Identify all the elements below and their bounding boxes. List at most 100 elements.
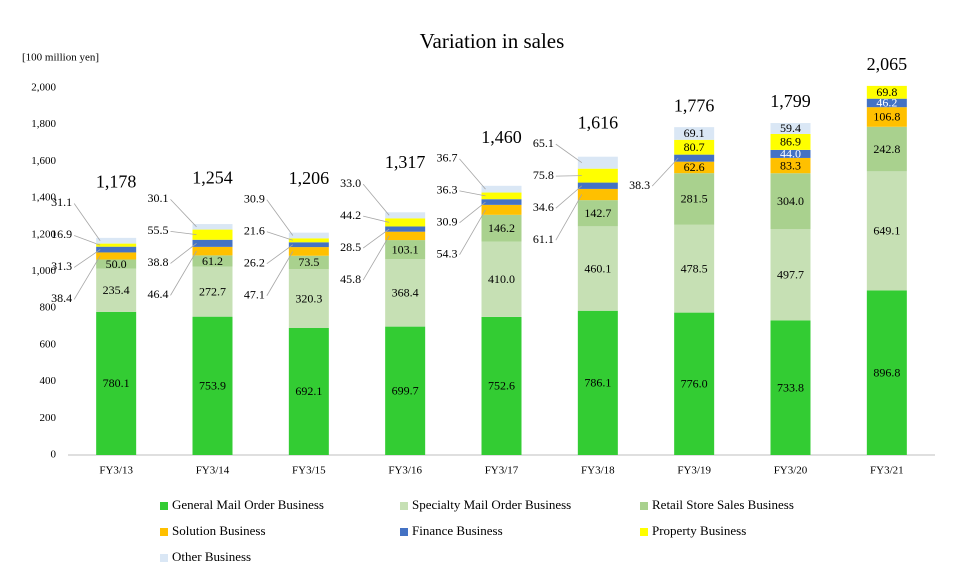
y-tick-label: 1,200 — [31, 228, 56, 240]
leader-line — [266, 231, 293, 241]
leader-line — [266, 251, 294, 296]
data-label: 649.1 — [873, 224, 900, 238]
data-label: 146.2 — [488, 221, 515, 235]
legend-swatch — [400, 528, 408, 536]
data-label: 30.1 — [148, 191, 169, 205]
bar-segment — [96, 243, 137, 247]
bar-segment — [96, 259, 137, 269]
leader-line — [651, 157, 679, 187]
bar-segment — [288, 232, 329, 239]
legend-swatch — [400, 502, 408, 510]
data-label: 896.8 — [873, 365, 900, 379]
bar-segment — [96, 311, 137, 455]
bar-segment — [770, 123, 811, 134]
leader-line — [170, 242, 197, 264]
data-label: 780.1 — [103, 376, 130, 390]
bar-segment — [96, 252, 137, 260]
bar-segment — [192, 229, 233, 240]
bar-segment — [577, 226, 618, 311]
x-tick-label: FY3/19 — [677, 465, 711, 477]
total-label: 1,616 — [578, 112, 619, 132]
data-label: 21.6 — [244, 223, 265, 237]
leader-line — [73, 203, 101, 241]
leader-line — [459, 209, 486, 256]
data-label: 36.7 — [437, 151, 458, 165]
data-label: 61.2 — [202, 254, 223, 268]
data-label: 65.1 — [533, 136, 554, 150]
data-label: 44.2 — [340, 208, 361, 222]
data-label: 235.4 — [103, 283, 130, 297]
data-label: 50.0 — [106, 257, 127, 271]
bar-segment — [96, 246, 137, 253]
data-label: 28.5 — [340, 240, 361, 254]
bar-segment — [288, 327, 329, 455]
data-label: 30.9 — [437, 215, 458, 229]
legend-label: Finance Business — [412, 523, 503, 538]
data-label: 281.5 — [681, 192, 708, 206]
bar-segment — [192, 316, 233, 455]
legend-label: Property Business — [652, 523, 746, 538]
leader-line — [362, 228, 390, 249]
data-label: 103.1 — [392, 242, 419, 256]
legend-swatch — [160, 528, 168, 536]
bar-segment — [288, 269, 329, 328]
y-tick-label: 1,400 — [31, 192, 56, 204]
y-tick-label: 2,000 — [31, 82, 56, 94]
bar-segment — [288, 242, 329, 248]
total-label: 1,178 — [96, 172, 137, 192]
bar-segment — [385, 212, 426, 219]
total-label: 1,460 — [481, 127, 522, 147]
bar-segment — [385, 259, 426, 327]
leader-line — [459, 158, 486, 190]
data-label: 69.1 — [684, 126, 705, 140]
y-tick-label: 1,800 — [31, 118, 56, 130]
legend-swatch — [640, 502, 648, 510]
bar-segment — [577, 188, 618, 201]
y-tick-label: 1,600 — [31, 155, 56, 167]
data-label: 16.9 — [51, 227, 72, 241]
x-tick-label: FY3/20 — [774, 465, 808, 477]
legend-swatch — [160, 502, 168, 510]
data-label: 36.3 — [437, 183, 458, 197]
leader-line — [555, 185, 583, 209]
data-label: 45.8 — [340, 272, 361, 286]
data-label: 75.8 — [533, 168, 554, 182]
y-tick-label: 400 — [40, 375, 57, 387]
bar-segment — [481, 199, 522, 205]
bar-segment — [674, 139, 715, 155]
data-label: 47.1 — [244, 287, 265, 301]
data-label: 31.3 — [51, 259, 72, 273]
bar-segment — [674, 173, 715, 225]
data-label: 38.3 — [629, 178, 650, 192]
bar-segment — [770, 149, 811, 158]
data-label: 242.8 — [873, 142, 900, 156]
leader-line — [363, 215, 390, 223]
bar-segment — [866, 107, 907, 127]
bar-segment — [481, 185, 522, 193]
legend-label: Other Business — [172, 549, 251, 564]
x-tick-label: FY3/18 — [581, 465, 615, 477]
leader-line — [266, 199, 294, 236]
leader-line — [555, 194, 583, 241]
data-label: 86.9 — [780, 135, 801, 149]
x-tick-label: FY3/17 — [485, 465, 519, 477]
bar-segment — [770, 173, 811, 230]
bar-segment — [288, 238, 329, 243]
data-label: 61.1 — [533, 232, 554, 246]
y-tick-label: 600 — [40, 338, 57, 350]
data-label: 62.6 — [684, 160, 705, 174]
y-tick-label: 800 — [40, 302, 57, 314]
leader-line — [170, 230, 197, 236]
leader-line — [459, 190, 486, 197]
data-label: 73.5 — [298, 255, 319, 269]
x-tick-label: FY3/14 — [196, 465, 230, 477]
data-label: 59.4 — [780, 121, 801, 135]
data-label: 753.9 — [199, 379, 226, 393]
bar-segment — [385, 226, 426, 232]
leader-line — [74, 235, 101, 246]
leader-line — [555, 175, 582, 177]
leader-line — [170, 199, 197, 228]
legend-label: Specialty Mail Order Business — [412, 497, 571, 512]
bar-segment — [481, 204, 522, 215]
